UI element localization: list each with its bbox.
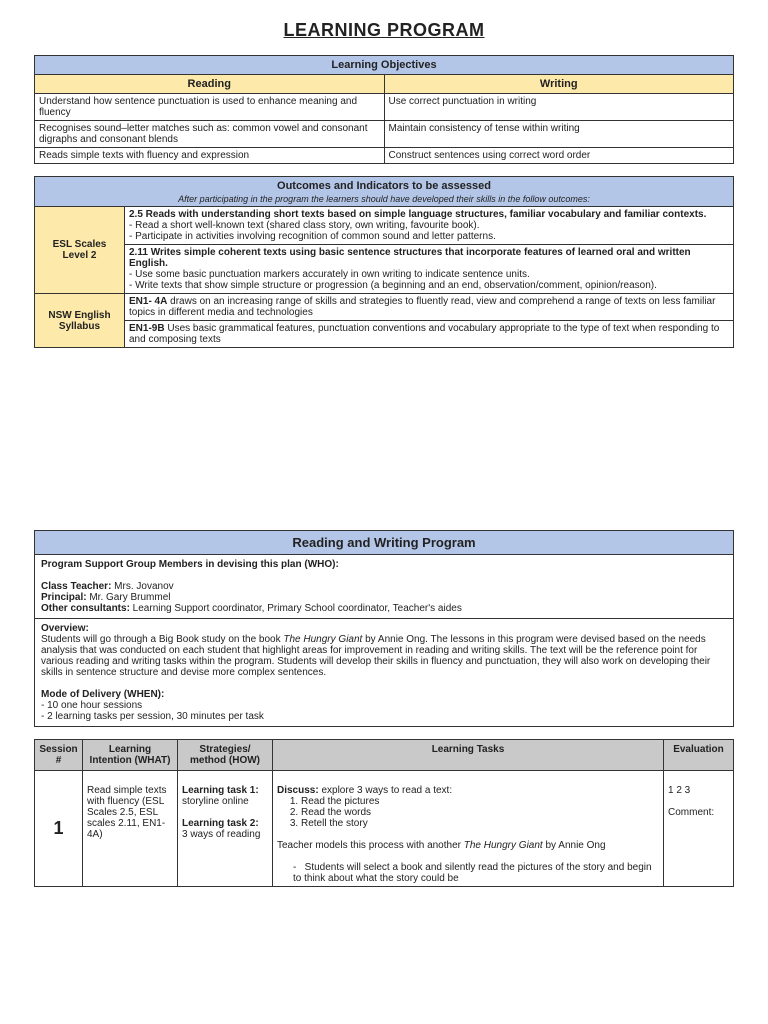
nsw-en14a-code: EN1- 4A — [129, 296, 167, 307]
program-support: Program Support Group Members in devisin… — [35, 555, 734, 619]
esl-211-title: 2.11 Writes simple coherent texts using … — [129, 247, 691, 269]
strat-t1-bold: Learning task 1: — [182, 785, 259, 796]
model-text-2: by Annie Ong — [543, 840, 606, 851]
esl-25-line2: - Participate in activities involving re… — [129, 231, 496, 242]
mode-label: Mode of Delivery (WHEN): — [41, 689, 164, 700]
teacher-name: Mrs. Jovanov — [111, 581, 173, 592]
table-row: Recognises sound–letter matches such as:… — [35, 121, 734, 148]
nsw-en19b-code: EN1-9B — [129, 323, 165, 334]
task-bullet: - Students will select a book and silent… — [293, 862, 659, 884]
esl-label: ESL Scales Level 2 — [35, 207, 125, 294]
consultants-text: Learning Support coordinator, Primary Sc… — [130, 603, 462, 614]
discuss-text: explore 3 ways to read a text: — [319, 785, 452, 796]
strat-t2-text: 3 ways of reading — [182, 829, 260, 840]
objectives-table: Learning Objectives Reading Writing Unde… — [34, 55, 734, 164]
principal-name: Mr. Gary Brummel — [87, 592, 171, 603]
col-writing: Writing — [384, 75, 734, 94]
esl-25-line1: - Read a short well-known text (shared c… — [129, 220, 480, 231]
outcomes-subheader: After participating in the program the l… — [35, 192, 734, 207]
program-table: Reading and Writing Program Program Supp… — [34, 530, 734, 727]
page-title: LEARNING PROGRAM — [34, 20, 734, 41]
cell: Construct sentences using correct word o… — [384, 148, 734, 164]
col-intention: Learning Intention (WHAT) — [83, 740, 178, 771]
table-row: Understand how sentence punctuation is u… — [35, 94, 734, 121]
spacer — [34, 360, 734, 530]
task-li3: Retell the story — [301, 818, 659, 829]
session-tasks: Discuss: explore 3 ways to read a text: … — [273, 771, 664, 887]
outcomes-header: Outcomes and Indicators to be assessed — [35, 177, 734, 193]
session-row-1: 1 Read simple texts with fluency (ESL Sc… — [35, 771, 734, 887]
program-header: Reading and Writing Program — [35, 531, 734, 555]
support-label: Program Support Group Members in devisin… — [41, 559, 339, 570]
principal-label: Principal: — [41, 592, 87, 603]
eval-nums: 1 2 3 — [668, 785, 690, 796]
esl-211-line2: - Write texts that show simple structure… — [129, 280, 657, 291]
mode-l1: - 10 one hour sessions — [41, 700, 142, 711]
session-eval: 1 2 3 Comment: — [664, 771, 734, 887]
nsw-en14a: EN1- 4A draws on an increasing range of … — [125, 294, 734, 321]
session-strategies: Learning task 1: storyline online Learni… — [178, 771, 273, 887]
table-row: Reads simple texts with fluency and expr… — [35, 148, 734, 164]
nsw-en19b-text: Uses basic grammatical features, punctua… — [129, 323, 719, 345]
task-bullet-text: Students will select a book and silently… — [293, 862, 652, 884]
mode-l2: - 2 learning tasks per session, 30 minut… — [41, 711, 264, 722]
nsw-en19b: EN1-9B Uses basic grammatical features, … — [125, 321, 734, 348]
cell: Maintain consistency of tense within wri… — [384, 121, 734, 148]
cell: Understand how sentence punctuation is u… — [35, 94, 385, 121]
strat-t2-bold: Learning task 2: — [182, 818, 259, 829]
outcomes-table: Outcomes and Indicators to be assessed A… — [34, 176, 734, 348]
esl-211: 2.11 Writes simple coherent texts using … — [125, 245, 734, 294]
program-overview: Overview: Students will go through a Big… — [35, 619, 734, 727]
overview-book: The Hungry Giant — [283, 634, 362, 645]
overview-label: Overview: — [41, 623, 89, 634]
sessions-table: Session # Learning Intention (WHAT) Stra… — [34, 739, 734, 887]
task-li1: Read the pictures — [301, 796, 659, 807]
eval-comment: Comment: — [668, 807, 714, 818]
consultants-label: Other consultants: — [41, 603, 130, 614]
task-li2: Read the words — [301, 807, 659, 818]
overview-text-1: Students will go through a Big Book stud… — [41, 634, 283, 645]
model-text-1: Teacher models this process with another — [277, 840, 464, 851]
nsw-label: NSW English Syllabus — [35, 294, 125, 348]
cell: Use correct punctuation in writing — [384, 94, 734, 121]
session-number: 1 — [35, 771, 83, 887]
col-eval: Evaluation — [664, 740, 734, 771]
session-intention: Read simple texts with fluency (ESL Scal… — [83, 771, 178, 887]
esl-211-line1: - Use some basic punctuation markers acc… — [129, 269, 530, 280]
esl-25-title: 2.5 Reads with understanding short texts… — [129, 209, 706, 220]
teacher-label: Class Teacher: — [41, 581, 111, 592]
col-strategies: Strategies/ method (HOW) — [178, 740, 273, 771]
strat-t1-text: storyline online — [182, 796, 249, 807]
discuss-bold: Discuss: — [277, 785, 319, 796]
nsw-en14a-text: draws on an increasing range of skills a… — [129, 296, 715, 318]
model-book: The Hungry Giant — [464, 840, 543, 851]
col-session: Session # — [35, 740, 83, 771]
objectives-header: Learning Objectives — [35, 56, 734, 75]
esl-25: 2.5 Reads with understanding short texts… — [125, 207, 734, 245]
col-reading: Reading — [35, 75, 385, 94]
cell: Recognises sound–letter matches such as:… — [35, 121, 385, 148]
cell: Reads simple texts with fluency and expr… — [35, 148, 385, 164]
col-tasks: Learning Tasks — [273, 740, 664, 771]
